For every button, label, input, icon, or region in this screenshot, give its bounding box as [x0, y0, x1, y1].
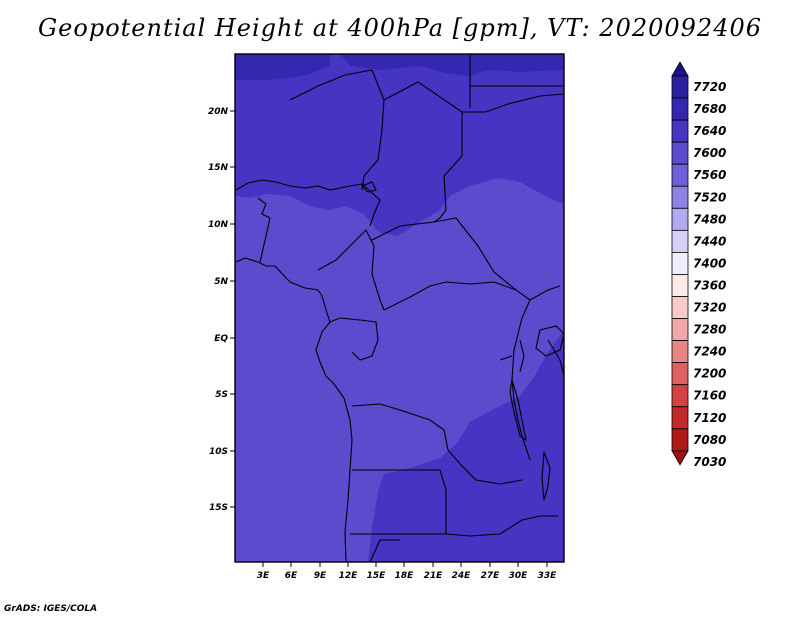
colorbar-label: 7240	[693, 345, 726, 359]
lon-label: 15E	[367, 571, 387, 581]
lake-tanganyika	[509, 379, 527, 442]
lake-victoria	[535, 325, 565, 357]
lat-label: 15N	[208, 163, 229, 173]
grads-credit: GrADS: IGES/COLA	[4, 604, 98, 614]
border-sahel	[235, 179, 381, 227]
border-cameroon	[317, 229, 385, 311]
lon-label: 9E	[314, 571, 327, 581]
border-angola	[352, 469, 447, 534]
lat-label: 20N	[208, 107, 229, 117]
colorbar-label: 7520	[693, 190, 726, 204]
lon-label: 24E	[452, 571, 472, 581]
colorbar-label: 7720	[693, 80, 726, 94]
border-south	[350, 533, 446, 563]
lat-label: 5S	[215, 390, 228, 400]
colorbar-label: 7600	[693, 146, 726, 160]
field-north-7600	[235, 54, 564, 236]
border-west-small	[257, 197, 271, 263]
lon-label: 3E	[257, 571, 270, 581]
colorbar-box	[671, 185, 689, 209]
colorbar-box	[671, 119, 689, 143]
lon-label: 30E	[509, 571, 529, 581]
colorbar-arrow-bottom	[671, 450, 689, 466]
colorbar-label: 7400	[693, 256, 726, 270]
colorbar-box	[671, 163, 689, 187]
colorbar-label: 7640	[693, 124, 726, 138]
colorbar-box	[671, 296, 689, 319]
colorbar-box	[671, 75, 689, 99]
border-gabon	[329, 317, 379, 361]
colorbar-box	[671, 229, 689, 253]
colorbar-box	[671, 97, 689, 121]
lon-label: 12E	[339, 571, 359, 581]
lake-chad	[361, 181, 377, 193]
colorbar-label: 7280	[693, 323, 726, 337]
border-zambia	[445, 515, 558, 537]
lat-label: 10S	[209, 447, 228, 457]
colorbar-label: 7360	[693, 278, 726, 292]
colorbar-label: 7440	[693, 234, 726, 248]
lon-label: 18E	[395, 571, 415, 581]
border-north	[289, 69, 385, 191]
border-car	[371, 217, 561, 301]
latitude-axis: 20N 15N 10N 5N EQ 5S 10S 15S	[208, 107, 235, 513]
coastline-west-africa	[235, 257, 353, 563]
colorbar: 7720 7680 7640 7600 7560 7520 7480 7440 7400 7360…	[671, 61, 726, 469]
colorbar-label: 7030	[693, 455, 726, 469]
border-libya-egypt	[469, 55, 564, 108]
border-congo	[383, 281, 517, 311]
colorbar-box	[671, 428, 689, 452]
colorbar-box	[671, 406, 689, 430]
lake-malawi	[541, 451, 551, 501]
colorbar-label: 7680	[693, 102, 726, 116]
field-east-7600	[368, 330, 564, 562]
colorbar-box	[671, 362, 689, 386]
border-chad	[383, 81, 463, 223]
map-fill-layer	[235, 54, 564, 562]
colorbar-label: 7320	[693, 301, 726, 315]
map-title: Geopotential Height at 400hPa [gpm], VT:…	[38, 14, 762, 42]
map-frame	[234, 53, 565, 563]
border-sudan	[462, 93, 565, 113]
colorbar-box	[671, 207, 689, 231]
country-borders	[235, 55, 565, 563]
colorbar-label: 7160	[693, 389, 726, 403]
lon-label: 27E	[481, 571, 501, 581]
colorbar-label: 7200	[693, 367, 726, 381]
lat-label: 5N	[214, 277, 228, 287]
lon-label: 33E	[538, 571, 558, 581]
lat-label: EQ	[214, 334, 228, 344]
colorbar-label: 7480	[693, 212, 726, 226]
border-drc-east	[511, 299, 531, 461]
colorbar-box	[671, 318, 689, 341]
lon-label: 6E	[285, 571, 298, 581]
colorbar-box	[671, 384, 689, 408]
field-top-right-7640	[340, 54, 564, 76]
colorbar-arrow-top	[671, 61, 689, 77]
lat-label: 15S	[209, 503, 228, 513]
colorbar-label: 7080	[693, 433, 726, 447]
field-sw-7600	[504, 510, 564, 562]
colorbar-label: 7120	[693, 411, 726, 425]
lat-label: 10N	[208, 220, 229, 230]
border-drc-south	[351, 403, 523, 485]
colorbar-box	[671, 340, 689, 364]
lon-label: 21E	[424, 571, 444, 581]
border-east	[499, 339, 565, 377]
colorbar-box	[671, 141, 689, 165]
colorbar-label: 7560	[693, 168, 726, 182]
longitude-axis: 3E 6E 9E 12E 15E 18E 21E 24E 27E 30E 33E	[257, 562, 557, 581]
colorbar-box	[671, 251, 689, 275]
field-top-7640	[235, 54, 330, 80]
colorbar-box	[671, 274, 689, 297]
